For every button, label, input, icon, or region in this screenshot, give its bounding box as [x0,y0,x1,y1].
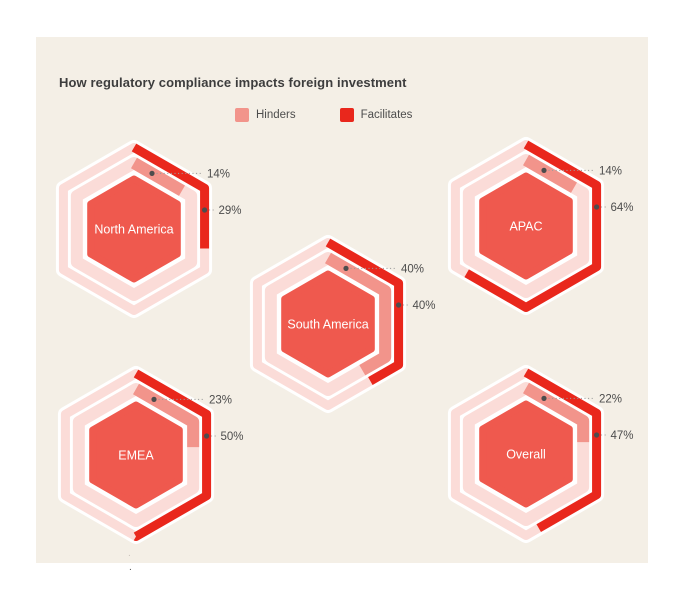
stray-period-faint: . [128,548,131,559]
hinders-swatch-icon [235,108,249,122]
region-hexagon [281,270,375,378]
gauge-south-america[interactable]: South America 40% 40% [228,224,458,424]
legend: Hinders Facilitates [235,108,412,122]
region-hexagon [89,401,183,509]
legend-label-hinders: Hinders [256,109,296,121]
facilitates-arc [450,140,602,312]
hinders-track [462,154,590,298]
hinders-dot [541,167,547,173]
hinders-arc [462,382,590,526]
legend-label-facilitates: Facilitates [360,109,413,121]
region-label: North America [94,223,173,237]
facilitates-arc [252,238,404,410]
facilitates-arc [60,369,212,541]
region-label: EMEA [118,449,154,463]
chart-title: How regulatory compliance impacts foreig… [59,75,407,90]
facilitates-dot [204,433,210,439]
facilitates-dot [594,204,600,210]
hinders-arc [264,252,392,396]
facilitates-arc [450,368,602,540]
hinders-dot [149,170,155,176]
gauge-apac[interactable]: APAC 14% 64% [426,126,656,326]
facilitates-arc [58,143,210,315]
facilitates-value-label: 29% [219,205,242,217]
hinders-track [70,157,198,301]
hinders-value-label: 14% [599,165,622,177]
hinders-value-label: 23% [209,394,232,406]
facilitates-value-label: 64% [611,202,634,214]
region-label: South America [287,318,368,332]
facilitates-value-label: 50% [221,431,244,443]
hinders-value-label: 40% [401,263,424,275]
facilitates-dot [202,207,208,213]
hinders-value-label: 22% [599,393,622,405]
stray-period: . [129,562,132,573]
facilitates-value-label: 47% [611,430,634,442]
hinders-arc [72,383,200,527]
hinders-dot [343,265,349,271]
legend-item-hinders[interactable]: Hinders [235,108,296,122]
gauge-overall[interactable]: Overall 22% 47% [426,354,656,554]
region-label: Overall [506,448,546,462]
region-hexagon [479,400,573,508]
facilitates-swatch-icon [339,108,354,122]
legend-item-facilitates[interactable]: Facilitates [339,108,413,122]
hinders-value-label: 14% [207,168,230,180]
facilitates-value-label: 40% [413,300,436,312]
facilitates-dot [594,432,600,438]
region-hexagon [87,175,181,283]
region-label: APAC [509,220,542,234]
gauge-emea[interactable]: EMEA 23% 50% [36,355,266,555]
region-hexagon [479,172,573,280]
facilitates-dot [396,302,402,308]
gauge-north-america[interactable]: North America 14% 29% [34,129,264,329]
hinders-dot [541,395,547,401]
hinders-dot [151,396,157,402]
